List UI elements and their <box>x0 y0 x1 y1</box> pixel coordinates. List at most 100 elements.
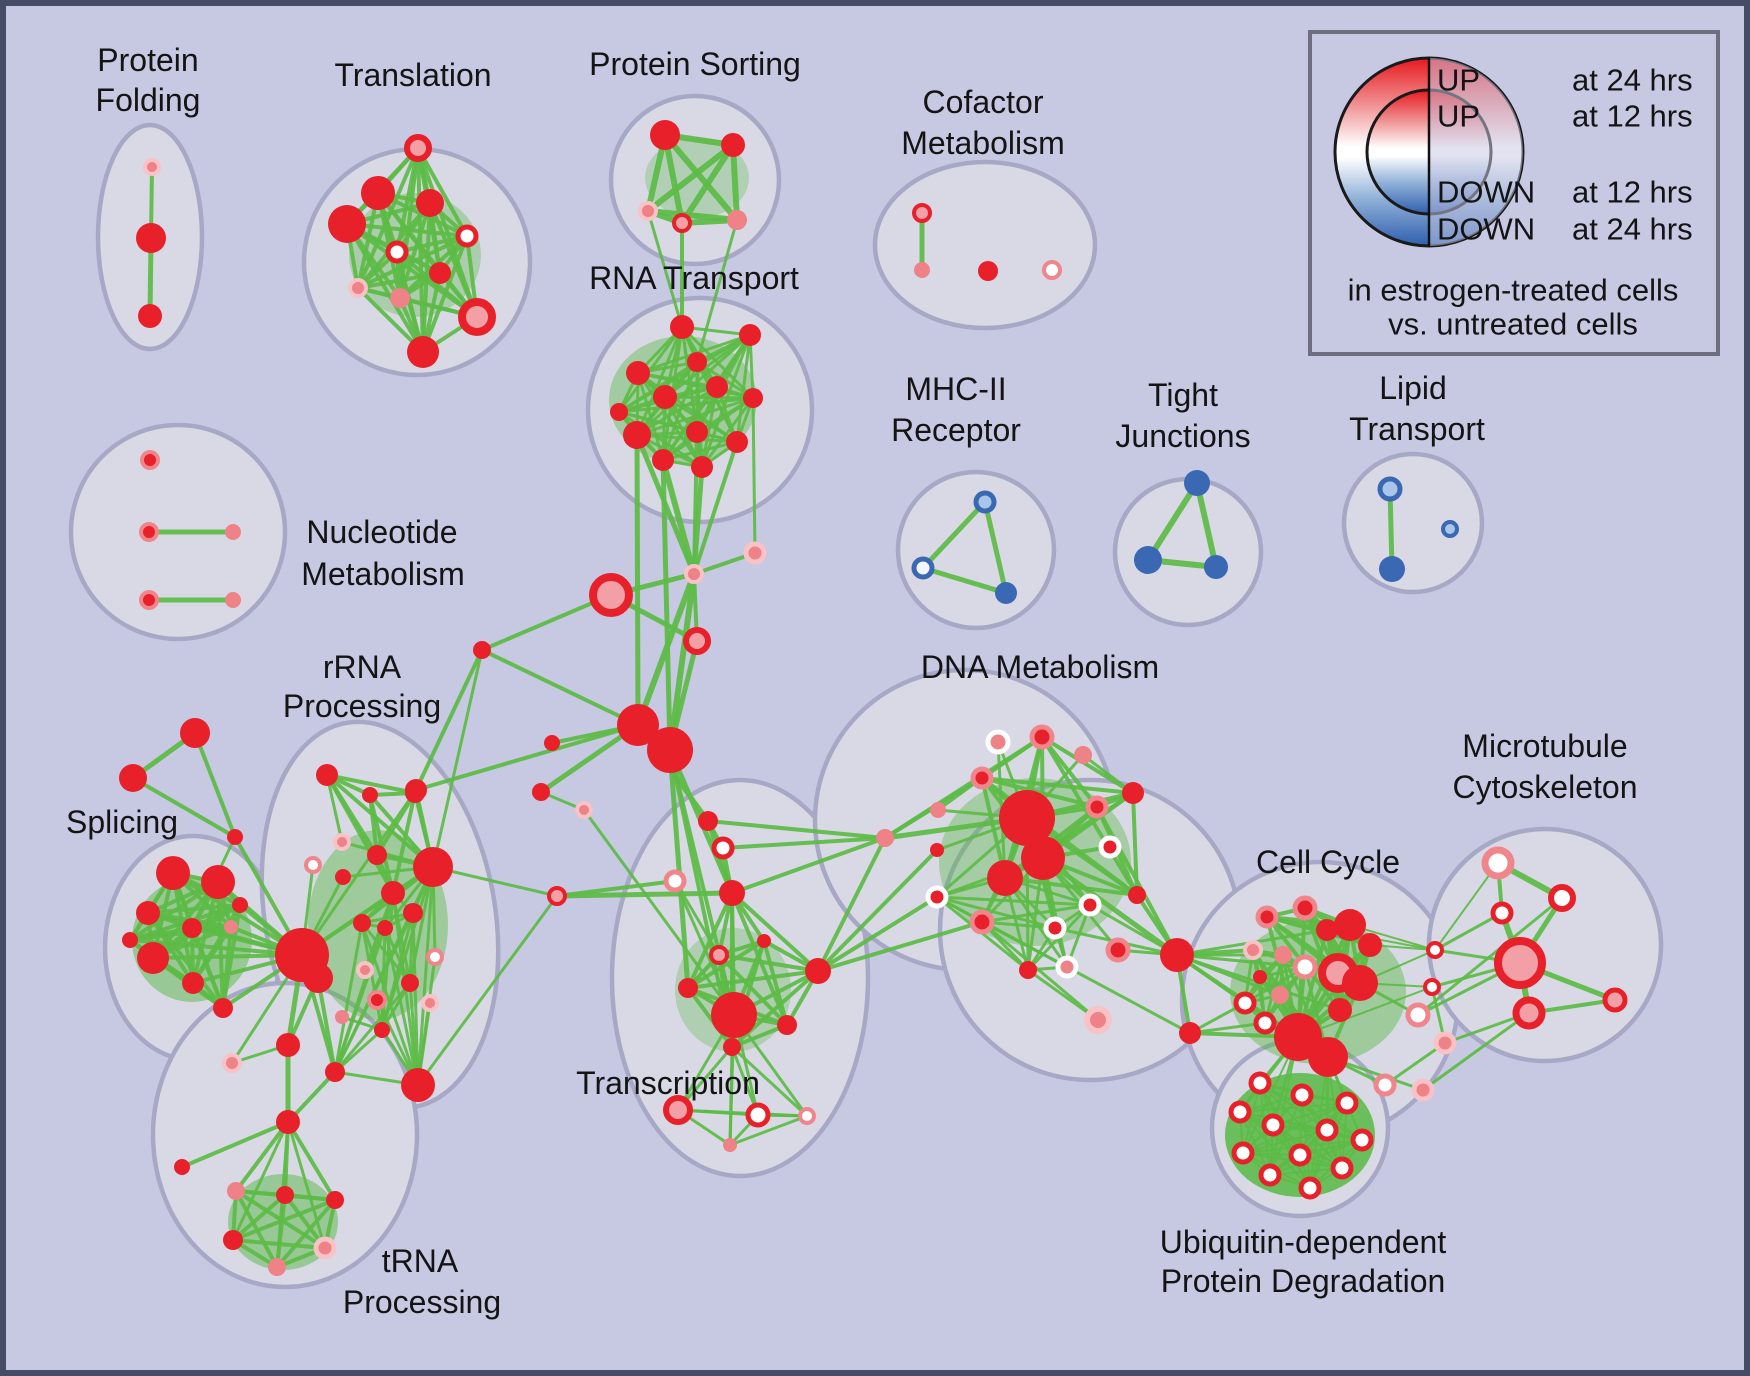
edge[interactable] <box>660 457 697 577</box>
edge[interactable] <box>1239 1102 1348 1113</box>
node-4-R[interactable] <box>361 176 395 210</box>
node-158-W[interactable] <box>1233 991 1257 1015</box>
edge[interactable] <box>980 903 1092 924</box>
node-174-W[interactable] <box>1290 1083 1314 1107</box>
node-166-W[interactable] <box>1490 901 1514 925</box>
node-74-R[interactable] <box>403 903 423 923</box>
edge[interactable] <box>695 218 739 364</box>
node-82-P[interactable] <box>335 1010 349 1024</box>
node-36-Bl[interactable] <box>973 490 997 514</box>
node-145-R[interactable] <box>1179 1022 1201 1044</box>
edge[interactable] <box>395 234 469 254</box>
node-89-R[interactable] <box>174 1159 190 1175</box>
node-150-R[interactable] <box>1358 933 1382 957</box>
edge[interactable] <box>360 921 412 985</box>
node-65-R[interactable] <box>316 764 338 786</box>
node-126-Rr[interactable] <box>970 766 994 790</box>
node-130-R[interactable] <box>930 843 944 857</box>
node-25-R[interactable] <box>743 388 763 408</box>
node-27-R[interactable] <box>686 421 708 443</box>
node-118-Rp[interactable] <box>663 1095 693 1125</box>
node-162-R[interactable] <box>1308 1037 1348 1077</box>
node-186-Pl[interactable] <box>1411 1078 1435 1102</box>
node-152-P[interactable] <box>1274 946 1292 964</box>
node-121-P[interactable] <box>723 1138 737 1152</box>
node-185-Wp[interactable] <box>1373 1073 1397 1097</box>
node-66-R[interactable] <box>362 787 378 803</box>
edge[interactable] <box>180 1120 290 1169</box>
node-105-R[interactable] <box>405 779 427 801</box>
node-18-P[interactable] <box>727 210 747 230</box>
edge[interactable] <box>1269 1139 1363 1176</box>
node-149-R[interactable] <box>1334 909 1366 941</box>
node-79-R[interactable] <box>401 974 419 992</box>
node-137-RW[interactable] <box>1078 893 1102 917</box>
edge[interactable] <box>667 571 697 753</box>
node-15-R[interactable] <box>721 133 745 157</box>
edge[interactable] <box>634 432 641 728</box>
node-75-R[interactable] <box>353 914 371 932</box>
node-144-R[interactable] <box>1160 938 1194 972</box>
edge[interactable] <box>356 271 442 290</box>
node-1-R[interactable] <box>136 223 166 253</box>
node-57-P[interactable] <box>224 920 238 934</box>
node-22-R[interactable] <box>626 361 650 385</box>
node-56-R[interactable] <box>182 918 202 938</box>
node-68-Pl[interactable] <box>333 833 351 851</box>
edge[interactable] <box>333 926 387 1074</box>
edge[interactable] <box>686 969 820 990</box>
node-107-W[interactable] <box>711 836 735 860</box>
node-134-R[interactable] <box>987 860 1023 896</box>
node-33-P[interactable] <box>914 262 930 278</box>
node-64-R[interactable] <box>303 963 333 993</box>
node-51-R[interactable] <box>119 764 147 792</box>
node-142-PW[interactable] <box>1055 955 1079 979</box>
edge[interactable] <box>234 1120 290 1193</box>
edge[interactable] <box>375 791 417 857</box>
node-138-RW[interactable] <box>1043 916 1067 940</box>
node-114-R[interactable] <box>805 958 831 984</box>
edge[interactable] <box>1026 968 1100 1022</box>
node-2-R[interactable] <box>138 304 162 328</box>
edge[interactable] <box>1269 1167 1343 1176</box>
node-29-R[interactable] <box>652 449 674 471</box>
edge[interactable] <box>645 142 736 214</box>
edge[interactable] <box>325 773 435 869</box>
node-16-Pl[interactable] <box>638 201 658 221</box>
node-104-Pl[interactable] <box>575 801 593 819</box>
edge[interactable] <box>735 333 752 444</box>
node-135-RW[interactable] <box>925 885 949 909</box>
node-176-W[interactable] <box>1228 1100 1252 1124</box>
edge[interactable] <box>128 925 233 942</box>
node-11-P[interactable] <box>390 288 410 308</box>
node-97-Pl[interactable] <box>743 541 767 565</box>
edge[interactable] <box>679 142 736 226</box>
node-46-Rr[interactable] <box>139 522 159 542</box>
node-55-R[interactable] <box>136 901 160 925</box>
node-95-P[interactable] <box>268 1258 286 1276</box>
node-113-R[interactable] <box>678 978 698 998</box>
node-175-W[interactable] <box>1335 1091 1359 1115</box>
edge[interactable] <box>636 371 755 400</box>
node-171-Rp[interactable] <box>1512 996 1546 1030</box>
edge[interactable] <box>1145 480 1200 563</box>
node-169-W[interactable] <box>1423 978 1441 996</box>
edge[interactable] <box>662 132 740 223</box>
node-163-Wp[interactable] <box>1405 1002 1431 1028</box>
edge[interactable] <box>333 921 364 1074</box>
node-73-R[interactable] <box>381 881 405 905</box>
node-167-W[interactable] <box>1426 941 1444 959</box>
edge[interactable] <box>728 1114 809 1147</box>
node-109-R[interactable] <box>719 880 745 906</box>
edge[interactable] <box>128 938 304 957</box>
node-42-Bl[interactable] <box>1377 476 1403 502</box>
node-38-B[interactable] <box>995 582 1017 604</box>
node-141-R[interactable] <box>1019 961 1037 979</box>
edge[interactable] <box>673 879 736 1017</box>
node-8-W[interactable] <box>385 240 409 264</box>
edge[interactable] <box>700 396 755 469</box>
edge[interactable] <box>730 891 820 973</box>
node-44-Bl[interactable] <box>1441 520 1459 538</box>
node-132-R[interactable] <box>999 790 1055 846</box>
node-21-R[interactable] <box>687 352 707 372</box>
